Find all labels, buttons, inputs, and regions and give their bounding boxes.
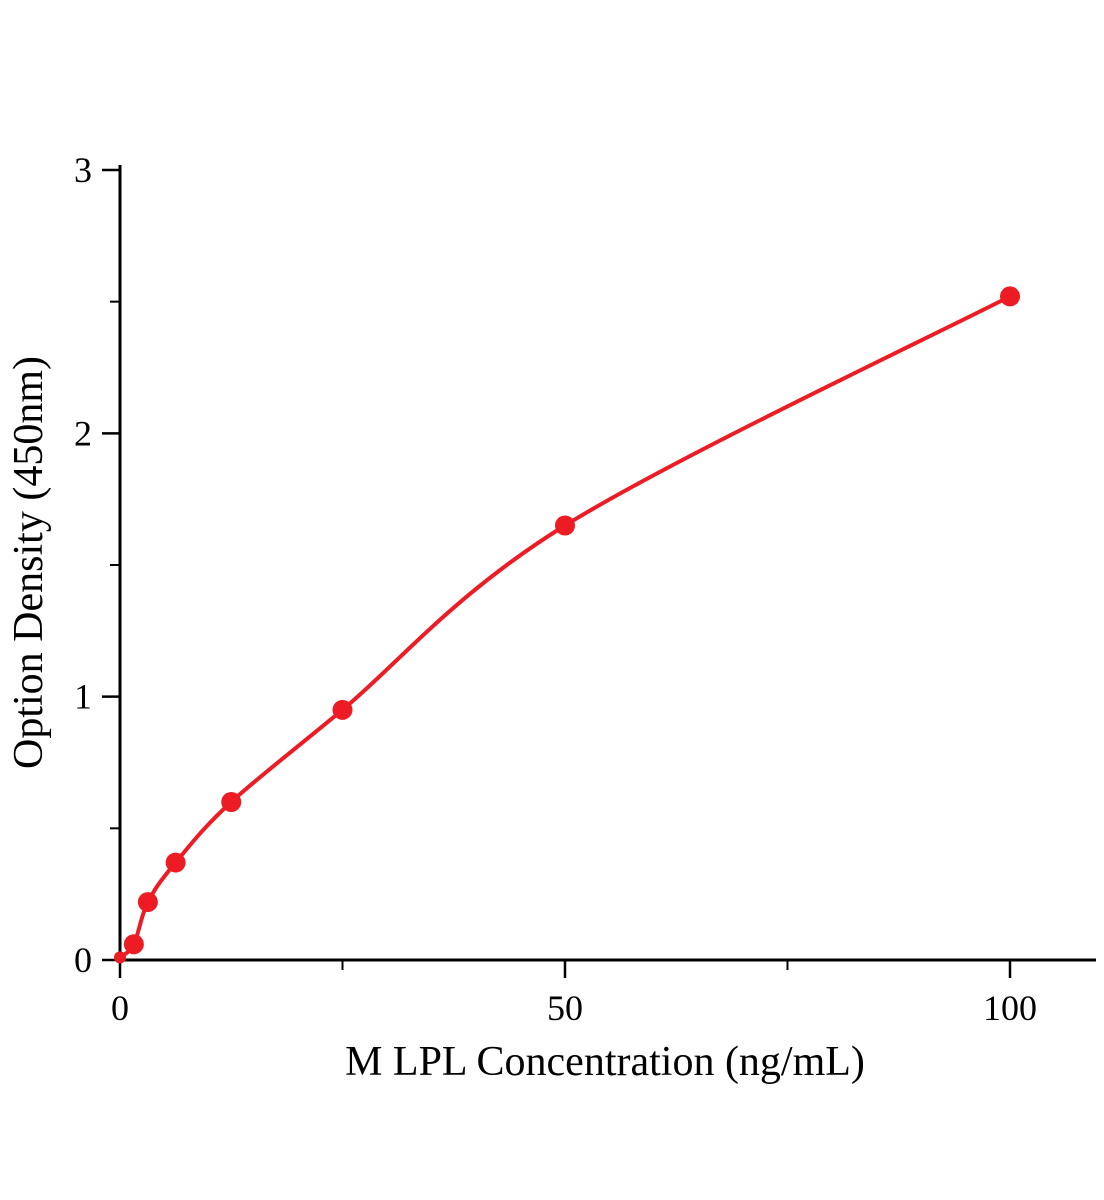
data-point <box>221 792 242 812</box>
y-tick-label: 3 <box>74 150 92 190</box>
data-point <box>555 515 575 536</box>
fit-curve <box>118 294 1012 960</box>
y-tick-label: 0 <box>74 940 92 980</box>
data-point <box>165 852 186 873</box>
data-point <box>332 699 353 720</box>
axis-ticks <box>102 168 1012 978</box>
data-point <box>114 951 126 964</box>
axes <box>118 165 1096 962</box>
x-tick-label: 100 <box>983 988 1037 1028</box>
data-point <box>137 892 158 913</box>
data-point <box>1000 286 1020 307</box>
data-point <box>123 934 144 955</box>
y-tick-label: 1 <box>74 677 92 717</box>
x-axis-label: M LPL Concentration (ng/mL) <box>345 1039 865 1085</box>
x-tick-label: 50 <box>547 988 583 1028</box>
x-tick-label: 0 <box>111 988 129 1028</box>
y-tick-label: 2 <box>74 413 92 453</box>
data-points <box>114 286 1020 964</box>
tick-labels: 0 50 100 0 1 2 3 <box>74 150 1037 1028</box>
y-axis-label: Option Density (450nm) <box>6 356 52 769</box>
